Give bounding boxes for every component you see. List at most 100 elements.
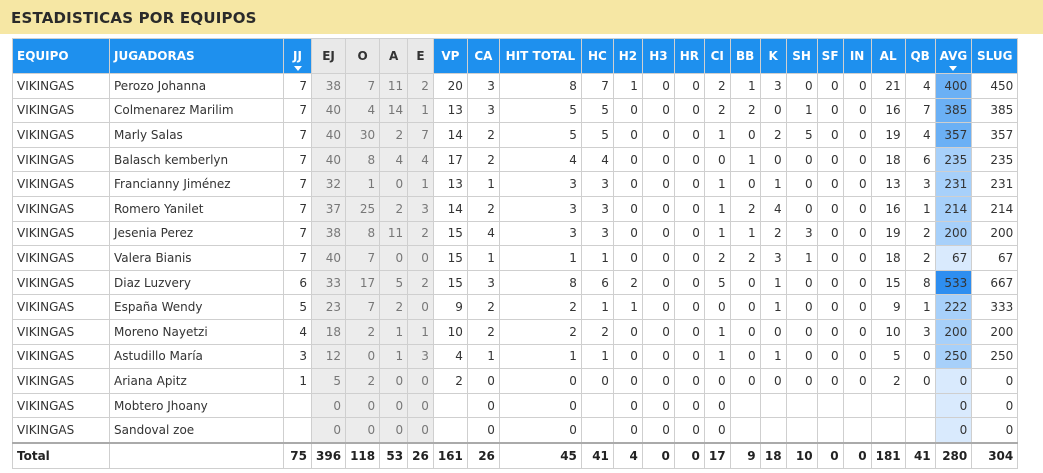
cell-sh: 0: [785, 269, 818, 296]
cell-o: 30: [345, 122, 381, 148]
cell-a: 2: [379, 294, 409, 320]
cell-bb: 0: [729, 368, 761, 394]
cell-sf: 0: [816, 73, 844, 99]
cell-bb: 0: [729, 171, 761, 197]
column-header-o[interactable]: O: [345, 38, 381, 74]
table-row[interactable]: VIKINGAS Valera Bianis 7 40 7 0 0 15 1 1 1 0 0 0 2 2 3 1 0…: [12, 245, 1019, 271]
column-header-ci[interactable]: CI: [703, 38, 731, 74]
cell-equipo: VIKINGAS: [12, 343, 110, 370]
column-header-hr[interactable]: HR: [673, 38, 705, 74]
cell-equipo: VIKINGAS: [12, 318, 110, 345]
table-row[interactable]: VIKINGAS Diaz Luzvery 6 33 17 5 2 15 3 8 6 2 0 0 5 0 1 0 0…: [12, 269, 1019, 296]
cell-vp: [432, 417, 468, 444]
table-row[interactable]: VIKINGAS Mobtero Jhoany 0 0 0 0 0 0 0 0 0 0 0 0: [12, 392, 1019, 419]
column-header-e[interactable]: E: [407, 38, 434, 74]
column-header-sh[interactable]: SH: [785, 38, 818, 74]
cell-ej: 33: [310, 269, 347, 296]
cell-h2: 0: [612, 368, 643, 394]
cell-slug: 357: [971, 122, 1019, 148]
column-header-bb[interactable]: BB: [729, 38, 761, 74]
cell-jugadoras: Francianny Jiménez: [109, 171, 284, 197]
table-row[interactable]: VIKINGAS Sandoval zoe 0 0 0 0 0 0 0 0 0 0 0 0: [12, 417, 1019, 444]
column-header-vp[interactable]: VP: [432, 38, 468, 74]
cell-qb: 1: [904, 294, 936, 320]
cell-ej: 18: [310, 318, 347, 345]
cell-h3: 0: [641, 343, 675, 370]
table-row[interactable]: VIKINGAS Romero Yanilet 7 37 25 2 3 14 2 3 3 0 0 0 1 2 4…: [12, 195, 1019, 222]
cell-k: 3: [759, 73, 787, 99]
cell-jj: 5: [283, 294, 312, 320]
table-row[interactable]: VIKINGAS Astudillo María 3 12 0 1 3 4 1 1 1 0 0 0 1 0 1 0…: [12, 343, 1019, 370]
cell-slug: 0: [971, 392, 1019, 419]
cell-ca: 2: [466, 122, 500, 148]
table-row[interactable]: VIKINGAS Francianny Jiménez 7 32 1 0 1 13 1 3 3 0 0 0…: [12, 171, 1019, 197]
column-header-a[interactable]: A: [379, 38, 409, 74]
column-header-jj[interactable]: JJ: [283, 38, 312, 74]
cell-o: 0: [345, 343, 381, 370]
cell-slug: 67: [971, 245, 1019, 271]
cell-ca: 1: [466, 245, 500, 271]
cell-vp: 10: [432, 318, 468, 345]
table-row[interactable]: VIKINGAS Jesenia Perez 7 38 8 11 2 15 4 3 3 0 0 0 1 1 2 3…: [12, 220, 1019, 247]
column-header-qb[interactable]: QB: [904, 38, 936, 74]
column-header-slug[interactable]: SLUG: [971, 38, 1019, 74]
cell-al: 16: [870, 195, 906, 222]
cell-sh: 0: [785, 146, 818, 173]
cell-a: 4: [379, 146, 409, 173]
cell-in: 0: [842, 195, 872, 222]
column-header-equipo[interactable]: EQUIPO: [12, 38, 110, 74]
total-jj: 75: [283, 441, 312, 469]
column-header-avg[interactable]: AVG: [934, 38, 973, 74]
cell-o: 2: [345, 318, 381, 345]
total-e: 26: [407, 441, 434, 469]
cell-avg: 214: [934, 195, 973, 222]
column-header-k[interactable]: K: [759, 38, 787, 74]
column-header-jugadoras[interactable]: JUGADORAS: [109, 38, 284, 74]
cell-ci: 0: [703, 294, 731, 320]
cell-bb: [729, 392, 761, 419]
column-header-hc[interactable]: HC: [580, 38, 614, 74]
cell-k: 3: [759, 245, 787, 271]
cell-h2: 0: [612, 122, 643, 148]
table-row[interactable]: VIKINGAS Moreno Nayetzi 4 18 2 1 1 10 2 2 2 0 0 0 1 0 0 0…: [12, 318, 1019, 345]
cell-h3: 0: [641, 417, 675, 444]
cell-k: 1: [759, 269, 787, 296]
cell-h2: 2: [612, 269, 643, 296]
table-row[interactable]: VIKINGAS España Wendy 5 23 7 2 0 9 2 2 1 1 0 0 0 0 1 0 0 0 9…: [12, 294, 1019, 320]
cell-h3: 0: [641, 220, 675, 247]
column-header-h3[interactable]: H3: [641, 38, 675, 74]
cell-bb: 1: [729, 146, 761, 173]
column-header-label: O: [357, 49, 368, 63]
cell-ca: 0: [466, 392, 500, 419]
table-row[interactable]: VIKINGAS Marly Salas 7 40 30 2 7 14 2 5 5 0 0 0 1 0 2 5 0 0…: [12, 122, 1019, 148]
column-header-ej[interactable]: EJ: [310, 38, 347, 74]
table-row[interactable]: VIKINGAS Colmenarez Marilim 7 40 4 14 1 13 3 5 5 0 0…: [12, 97, 1019, 124]
cell-equipo: VIKINGAS: [12, 97, 110, 124]
column-header-hit-total[interactable]: HIT TOTAL: [498, 38, 582, 74]
column-header-label: HR: [679, 49, 700, 63]
column-header-in[interactable]: IN: [842, 38, 872, 74]
cell-hit-total: 0: [498, 368, 582, 394]
cell-jugadoras: Diaz Luzvery: [109, 269, 284, 296]
cell-al: 18: [870, 146, 906, 173]
cell-a: 1: [379, 318, 409, 345]
cell-sh: 0: [785, 368, 818, 394]
table-row[interactable]: VIKINGAS Perozo Johanna 7 38 7 11 2 20 3 8 7 1 0 0 2 1 3…: [12, 73, 1019, 99]
cell-jj: 7: [283, 245, 312, 271]
cell-avg: 231: [934, 171, 973, 197]
cell-a: 11: [379, 73, 409, 99]
column-header-label: HC: [587, 49, 607, 63]
column-header-al[interactable]: AL: [870, 38, 906, 74]
column-header-h2[interactable]: H2: [612, 38, 643, 74]
total-avg: 280: [934, 441, 973, 469]
column-header-sf[interactable]: SF: [816, 38, 844, 74]
cell-hc: 5: [580, 97, 614, 124]
table-row[interactable]: VIKINGAS Balasch kemberlyn 7 40 8 4 4 17 2 4 4 0 0 0 0…: [12, 146, 1019, 173]
cell-hit-total: 8: [498, 73, 582, 99]
cell-qb: 0: [904, 343, 936, 370]
table-row[interactable]: VIKINGAS Ariana Apitz 1 5 2 0 0 2 0 0 0 0 0 0 0 0 0 0 0 0 2 0…: [12, 368, 1019, 394]
column-header-ca[interactable]: CA: [466, 38, 500, 74]
cell-avg: 0: [934, 368, 973, 394]
cell-hit-total: 1: [498, 343, 582, 370]
cell-jj: 7: [283, 73, 312, 99]
